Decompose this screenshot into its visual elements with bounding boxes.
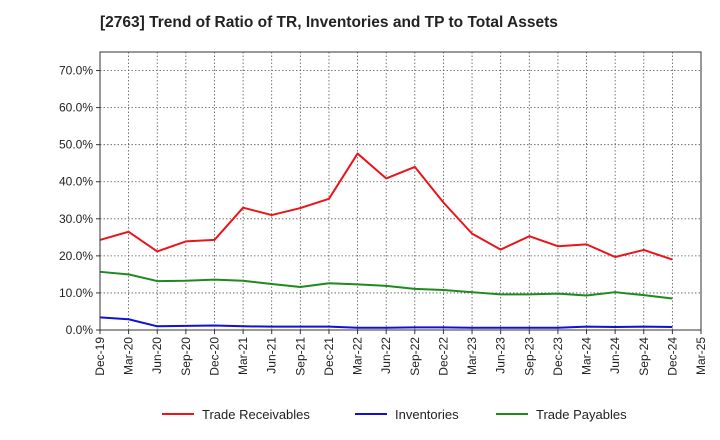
y-tick-label: 40.0% xyxy=(59,175,93,189)
x-tick-label: Sep-20 xyxy=(179,337,193,376)
x-tick-label: Mar-23 xyxy=(465,337,479,375)
x-tick-label: Dec-22 xyxy=(436,337,450,376)
x-tick-label: Dec-20 xyxy=(207,337,221,376)
x-tick-label: Jun-23 xyxy=(494,337,508,374)
legend: Trade Receivables Inventories Trade Payabl… xyxy=(162,407,627,422)
x-tick-label: Jun-21 xyxy=(265,337,279,374)
y-tick-label: 70.0% xyxy=(59,64,93,78)
y-tick-label: 60.0% xyxy=(59,101,93,115)
series-line-trade-receivables xyxy=(99,152,673,261)
x-tick-label: Sep-22 xyxy=(408,337,422,376)
plot-frame xyxy=(99,51,702,331)
x-tick-label: Dec-19 xyxy=(93,337,107,376)
x-tick-label: Jun-22 xyxy=(379,337,393,374)
y-tick-label: 10.0% xyxy=(59,286,93,300)
x-axis: Dec-19 Mar-20 Jun-20 Sep-20 Dec-20 Mar-21 Jun-… xyxy=(93,330,708,376)
y-axis: 0.0% 10.0% 20.0% 30.0% 40.0% 50.0% 60.0% 70.0% xyxy=(59,64,100,337)
y-tick-label: 0.0% xyxy=(66,323,94,337)
x-tick-label: Mar-24 xyxy=(580,337,594,375)
x-tick-label: Jun-24 xyxy=(608,337,622,374)
x-tick-label: Mar-25 xyxy=(694,337,708,375)
x-tick-label: Sep-23 xyxy=(522,337,536,376)
y-tick-label: 30.0% xyxy=(59,212,93,226)
series-lines xyxy=(99,152,673,329)
y-tick-label: 20.0% xyxy=(59,249,93,263)
series-line-inventories xyxy=(99,316,673,329)
x-tick-label: Mar-22 xyxy=(351,337,365,375)
legend-label-inventories: Inventories xyxy=(395,407,459,422)
x-tick-label: Dec-23 xyxy=(551,337,565,376)
y-tick-label: 50.0% xyxy=(59,138,93,152)
x-tick-label: Dec-24 xyxy=(665,337,679,376)
x-tick-label: Jun-20 xyxy=(150,337,164,374)
chart-title: [2763] Trend of Ratio of TR, Inventories… xyxy=(100,14,558,31)
x-tick-label: Sep-24 xyxy=(637,337,651,376)
x-tick-label: Mar-21 xyxy=(236,337,250,375)
grid xyxy=(100,52,701,330)
x-tick-label: Mar-20 xyxy=(122,337,136,375)
legend-label-trade-payables: Trade Payables xyxy=(536,407,627,422)
series-line-trade-payables xyxy=(99,270,673,300)
x-tick-label: Sep-21 xyxy=(293,337,307,376)
legend-label-trade-receivables: Trade Receivables xyxy=(202,407,310,422)
x-tick-label: Dec-21 xyxy=(322,337,336,376)
